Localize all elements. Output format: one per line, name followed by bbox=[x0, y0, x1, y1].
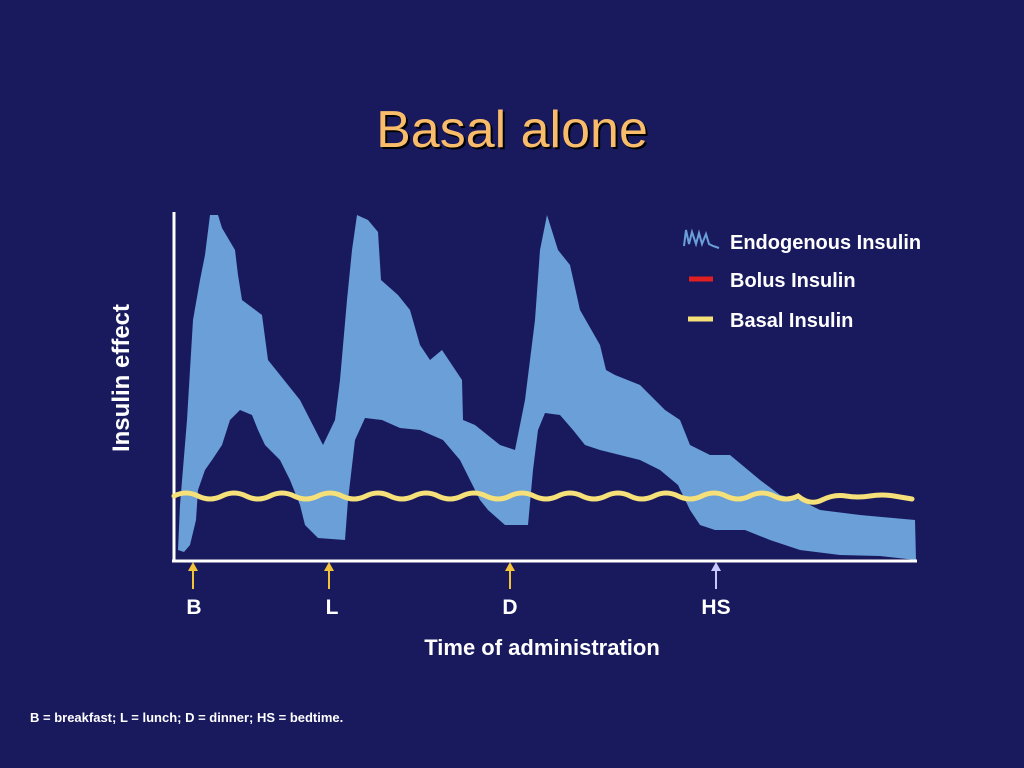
spiky-wave-icon bbox=[683, 228, 720, 249]
arrow-bedtime bbox=[711, 562, 721, 589]
basal-insulin-line bbox=[171, 490, 915, 505]
legend-label-endogenous: Endogenous Insulin bbox=[730, 232, 922, 254]
footnote: B = breakfast; L = lunch; D = dinner; HS… bbox=[30, 710, 344, 725]
legend-label-basal: Basal Insulin bbox=[730, 310, 854, 332]
time-label-dinner: D bbox=[502, 596, 518, 619]
endogenous-insulin-band bbox=[178, 215, 916, 560]
arrow-lunch bbox=[324, 562, 334, 589]
time-label-lunch: L bbox=[325, 596, 339, 619]
x-axis-label: Time of administration bbox=[424, 635, 660, 660]
y-axis-label: Insulin effect bbox=[108, 303, 135, 453]
time-label-bedtime: HS bbox=[701, 596, 731, 619]
slide-title: Basal alone bbox=[376, 101, 648, 159]
arrow-dinner bbox=[505, 562, 515, 589]
legend-label-bolus: Bolus Insulin bbox=[730, 270, 856, 292]
time-label-breakfast: B bbox=[186, 596, 202, 619]
arrow-breakfast bbox=[188, 562, 198, 589]
